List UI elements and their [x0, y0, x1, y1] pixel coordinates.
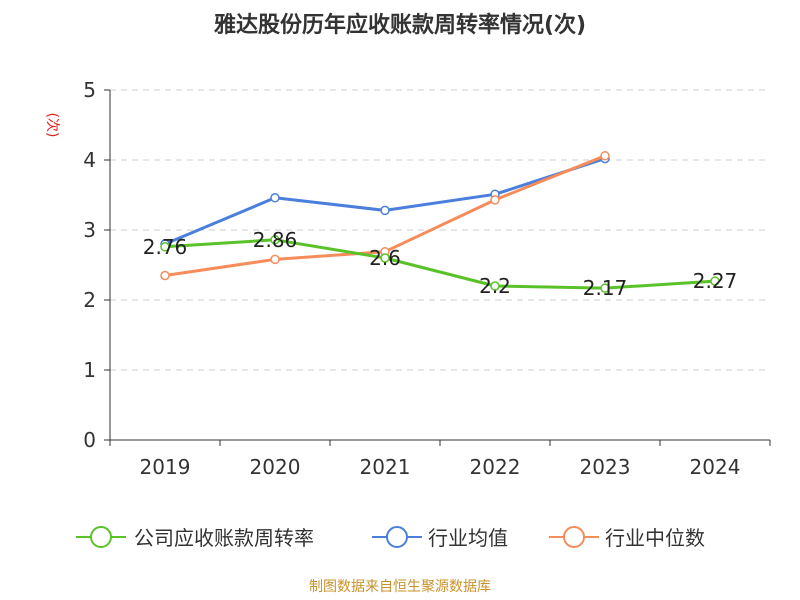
- legend-marker: [563, 526, 585, 548]
- data-label-layer: 2.76 2.86 2.6 2.2 2.17 2.27: [143, 228, 738, 300]
- y-tick-label: 2: [83, 288, 96, 312]
- y-tick-label: 3: [83, 218, 96, 242]
- legend: 公司应收账款周转率 行业均值 行业中位数: [76, 526, 705, 550]
- x-tick-label: 2023: [580, 455, 631, 479]
- data-point: [270, 193, 280, 203]
- legend-label: 行业中位数: [605, 526, 705, 550]
- x-tick-label: 2021: [360, 455, 411, 479]
- data-label: 2.17: [583, 276, 628, 300]
- x-tick-label: 2020: [250, 455, 301, 479]
- grid-layer: [110, 89, 770, 371]
- series-layer: [160, 151, 720, 293]
- data-point: [490, 281, 500, 291]
- data-point: [710, 276, 720, 286]
- data-point: [160, 242, 170, 252]
- y-axis-unit-label: (次): [44, 113, 60, 138]
- data-label: 2.86: [253, 228, 298, 252]
- x-tick-label: 2024: [690, 455, 741, 479]
- data-label: 2.2: [479, 274, 511, 298]
- data-point: [380, 253, 390, 263]
- x-tick-label: 2022: [470, 455, 521, 479]
- data-point: [600, 283, 610, 293]
- axis-layer: 0 1 2 3 4 5 2019 2020 2021 2022 2023 2024: [83, 78, 771, 479]
- legend-label: 行业均值: [428, 526, 508, 550]
- data-point: [160, 270, 170, 281]
- data-point: [270, 235, 280, 245]
- source-note: 制图数据来自恒生聚源数据库: [309, 579, 491, 595]
- y-tick-label: 4: [83, 148, 96, 172]
- data-point: [380, 205, 390, 216]
- legend-marker: [386, 526, 408, 548]
- data-point: [600, 151, 610, 161]
- data-point: [490, 195, 500, 205]
- data-label: 2.6: [369, 246, 401, 270]
- data-label: 2.76: [143, 235, 188, 259]
- y-tick-label: 1: [83, 358, 96, 382]
- series-line: [164, 238, 716, 290]
- legend-label: 公司应收账款周转率: [134, 526, 314, 550]
- y-tick-label: 5: [83, 78, 96, 102]
- y-tick-label: 0: [83, 428, 96, 452]
- data-label: 2.27: [693, 269, 738, 293]
- legend-marker: [90, 526, 112, 548]
- x-tick-label: 2019: [140, 455, 191, 479]
- chart-title: 雅达股份历年应收账款周转率情况(次): [214, 12, 586, 38]
- series-line: [164, 157, 606, 246]
- data-point: [270, 254, 280, 265]
